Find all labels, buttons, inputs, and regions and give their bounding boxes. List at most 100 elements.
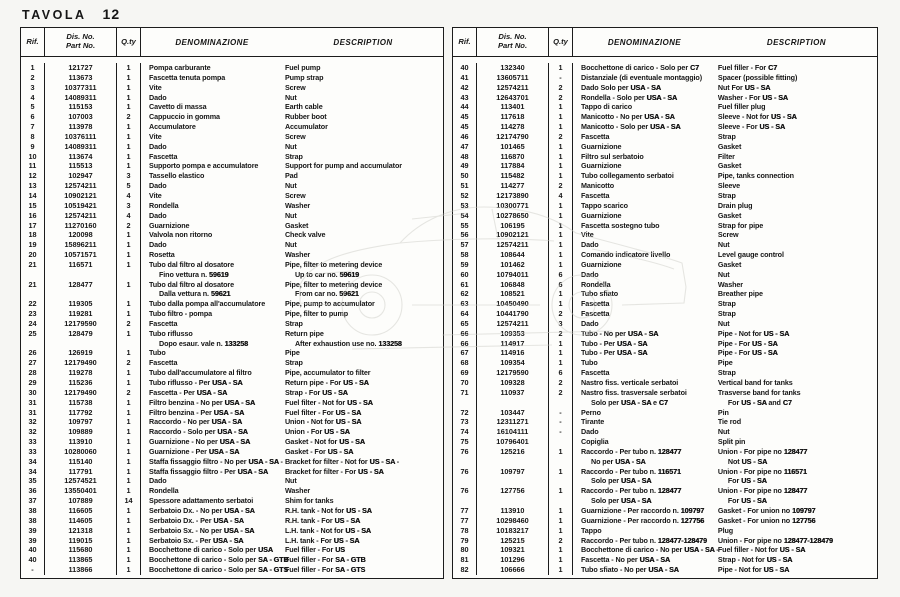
- table-row: 45 117618 1 Manicotto - No per USA - SA Slee…: [453, 112, 877, 123]
- cell-rif: 24: [21, 318, 45, 329]
- cell-denominazione: Tubo - Per USA - SA: [581, 338, 648, 348]
- cell-rif: 54: [453, 210, 477, 221]
- cell-denominazione: Dopo esaur. vale n. 133258: [159, 338, 248, 348]
- cell-qty: [117, 269, 141, 280]
- table-row: 71 110937 2 Nastro fiss. trasversale serbat…: [453, 387, 877, 398]
- table-row: 8 10376111 1 Vite Screw: [21, 131, 443, 142]
- cell-part: [477, 397, 549, 408]
- cell-rif: 12: [21, 171, 45, 182]
- table-row: 36 13550401 1 Rondella Washer: [21, 486, 443, 497]
- cell-rif: 10: [21, 151, 45, 162]
- cell-denominazione: Fascetta sostegno tubo: [581, 220, 660, 230]
- cell-denominazione: Tubo riflusso - Per USA - SA: [149, 378, 243, 387]
- cell-rif: 71: [453, 387, 477, 398]
- col-header-description: DESCRIPTION: [766, 37, 826, 47]
- cell-rif: [453, 456, 477, 467]
- cell-qty: 1: [549, 240, 573, 251]
- cell-description: Pipe - For US - SA: [717, 338, 778, 348]
- cell-rif: 31: [21, 407, 45, 418]
- cell-part: [477, 496, 549, 506]
- cell-rif: 52: [453, 190, 477, 201]
- cell-part: 16104111: [477, 427, 549, 438]
- cell-rif: 62: [453, 289, 477, 300]
- cell-part: 132340: [477, 63, 549, 73]
- cell-qty: 1: [117, 348, 141, 359]
- col-header-denominazione: DENOMINAZIONE: [607, 37, 682, 47]
- cell-part: 101462: [477, 259, 549, 270]
- cell-description: Bracket for filter - Not for US - SA -: [284, 456, 400, 466]
- cell-description: L.H. tank - For US - SA: [284, 535, 360, 545]
- cell-description: Breather pipe: [717, 289, 763, 299]
- table-row: 52 12173890 4 Fascetta Strap: [453, 190, 877, 201]
- table-row: 75 10796401 Copiglia Split pin: [453, 437, 877, 447]
- col-header-main: DENOMINAZIONE DESCRIPTION: [573, 28, 877, 56]
- cell-denominazione: Bocchettone di carico - Solo per SA - GT…: [149, 555, 289, 565]
- cell-rif: 22: [21, 299, 45, 310]
- cell-description: For US - SA: [727, 476, 767, 486]
- cell-denominazione: Fascetta: [581, 299, 610, 309]
- cell-qty: 1: [549, 565, 573, 575]
- cell-rif: 40: [21, 545, 45, 556]
- col-header-rif: Rif.: [21, 28, 45, 56]
- cell-qty: -: [549, 72, 573, 83]
- table-row: 48 116870 1 Filtro sul serbatoio Filter: [453, 151, 877, 162]
- cell-rif: 73: [453, 417, 477, 428]
- cell-part: 10796401: [477, 437, 549, 447]
- cell-qty: 1: [549, 151, 573, 162]
- cell-qty: 2: [549, 181, 573, 191]
- cell-denominazione: Tubo - No per USA - SA: [581, 328, 659, 338]
- cell-part: 12574211: [477, 82, 549, 93]
- cell-rif: 16: [21, 210, 45, 221]
- cell-part: 117884: [477, 161, 549, 172]
- cell-part: 101296: [477, 555, 549, 566]
- table-row: 3 10377311 1 Vite Screw: [21, 82, 443, 93]
- cell-description: Accumulator: [284, 122, 328, 132]
- cell-qty: 1: [549, 200, 573, 211]
- cell-denominazione: Raccordo - Per tubo n. 128477: [581, 486, 682, 496]
- cell-part: 12574521: [45, 476, 117, 487]
- cell-part: 114277: [477, 181, 549, 191]
- cell-description: Trasverse band for tanks: [717, 387, 801, 397]
- cell-rif: 17: [21, 220, 45, 231]
- cell-description: Sleeve - For US - SA: [717, 122, 785, 132]
- cell-rif: 46: [453, 131, 477, 142]
- cell-description: Washer: [717, 279, 743, 289]
- cell-part: 113865: [45, 555, 117, 566]
- cell-qty: 1: [117, 240, 141, 251]
- cell-denominazione: Bocchettone di carico - Solo per SA - GT…: [149, 565, 289, 575]
- cell-part: 121318: [45, 525, 117, 536]
- cell-rif: [21, 289, 45, 300]
- cell-part: 12179490: [45, 387, 117, 398]
- table-row: 56 10902121 1 Vite Screw: [453, 230, 877, 241]
- cell-part: 125215: [477, 535, 549, 546]
- cell-description: Gasket: [717, 259, 742, 269]
- cell-qty: [549, 476, 573, 487]
- table-row: 53 10300771 1 Tappo scarico Drain plug: [453, 200, 877, 211]
- cell-denominazione: Tappo: [581, 525, 602, 535]
- table-row: 17 11270160 2 Guarnizione Gasket: [21, 220, 443, 231]
- cell-qty: -: [549, 417, 573, 428]
- cell-qty: 1: [549, 102, 573, 113]
- cell-description: Pump strap: [284, 72, 324, 82]
- parts-table-left: Rif. Dis. No. Part No. Q.ty DENOMINAZIONE…: [20, 27, 444, 579]
- cell-denominazione: Vite: [149, 82, 162, 92]
- cell-rif: 14: [21, 190, 45, 201]
- cell-description: Strap: [717, 368, 736, 378]
- cell-part: 127756: [477, 486, 549, 497]
- cell-denominazione: Guarnizione - No per USA - SA: [149, 437, 251, 447]
- cell-rif: 20: [21, 250, 45, 260]
- cell-description: Pin: [717, 407, 729, 417]
- cell-description: Screw: [284, 190, 306, 200]
- table-row: 32 109889 1 Raccordo - Solo per USA - SA Uni…: [21, 427, 443, 438]
- cell-part: 109797: [45, 417, 117, 428]
- cell-description: Vertical band for tanks: [717, 378, 793, 387]
- table-row: 73 12311271- Tirante Tie rod: [453, 417, 877, 428]
- cell-description: Nut: [717, 269, 730, 279]
- cell-part: 103447: [477, 407, 549, 418]
- cell-qty: 1: [117, 407, 141, 418]
- cell-qty: 2: [549, 131, 573, 142]
- cell-qty: 1: [549, 348, 573, 359]
- cell-denominazione: Raccordo - No per USA - SA: [149, 417, 242, 427]
- cell-denominazione: Tubo - Per USA - SA: [581, 348, 648, 358]
- cell-denominazione: Supporto pompa e accumulatore: [149, 161, 259, 171]
